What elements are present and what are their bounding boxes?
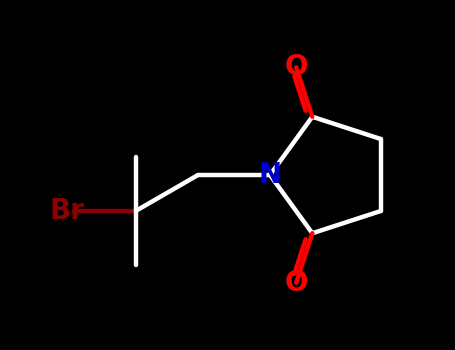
- Text: O: O: [284, 53, 308, 81]
- Text: N: N: [258, 161, 282, 189]
- Text: O: O: [284, 269, 308, 297]
- Text: Br: Br: [49, 197, 84, 225]
